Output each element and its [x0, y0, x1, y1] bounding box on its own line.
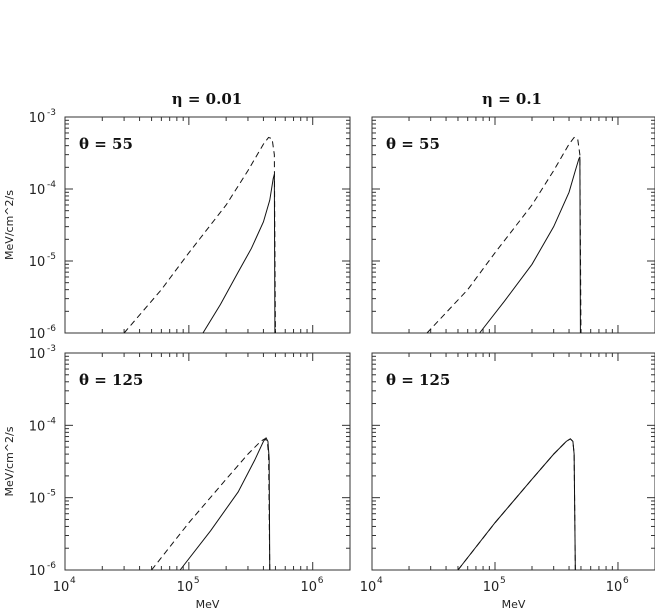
y-tick-exponent: -5: [47, 252, 56, 262]
x-tick-label: 10: [606, 580, 623, 595]
y-axis-label: MeV/cm^2/s: [3, 426, 16, 496]
y-tick-label: 10: [29, 564, 46, 579]
y-tick-exponent: -5: [47, 489, 56, 499]
y-tick-label: 10: [29, 111, 46, 126]
x-tick-exponent: 4: [70, 576, 76, 586]
series-solid-line: [457, 438, 576, 571]
panel-label: θ = 55: [79, 135, 133, 153]
y-tick-exponent: -4: [47, 180, 56, 190]
y-tick-label: 10: [29, 492, 46, 507]
x-tick-exponent: 6: [318, 576, 324, 586]
y-tick-label: 10: [29, 255, 46, 270]
panel-label: θ = 125: [386, 371, 450, 389]
series-solid-line: [179, 436, 271, 571]
series-dashed-line: [123, 136, 276, 334]
x-tick-exponent: 6: [623, 576, 629, 586]
x-tick-label: 10: [483, 580, 500, 595]
panel-label: θ = 125: [79, 371, 143, 389]
series-dashed-line: [426, 136, 582, 334]
x-axis-label: MeV: [196, 598, 220, 611]
panel-bottom-left: 10 -310 -410 -510 -610 4 10 5 10 6MeV/cm^2/sMeVθ …: [3, 344, 351, 611]
plot-frame: [64, 116, 351, 334]
column-title-left: η = 0.01: [172, 90, 242, 108]
x-tick-exponent: 5: [194, 576, 200, 586]
series-dashed-line: [457, 438, 576, 571]
x-tick-label: 10: [177, 580, 194, 595]
x-tick-label: 10: [53, 580, 70, 595]
x-tick-label: 10: [300, 580, 317, 595]
x-tick-label: 10: [360, 580, 377, 595]
x-tick-exponent: 4: [377, 576, 383, 586]
x-tick-exponent: 5: [500, 576, 506, 586]
panel-label: θ = 55: [386, 135, 440, 153]
column-title-right: η = 0.1: [482, 90, 542, 108]
y-tick-exponent: -3: [47, 344, 56, 354]
x-axis-label: MeV: [502, 598, 526, 611]
series-dashed-line: [151, 438, 271, 571]
plot-frame: [371, 352, 655, 571]
panel-top-right: θ = 55: [371, 116, 655, 334]
series-solid-line: [202, 174, 276, 334]
y-tick-label: 10: [29, 347, 46, 362]
y-tick-exponent: -6: [47, 324, 56, 334]
y-tick-label: 10: [29, 183, 46, 198]
y-axis-label: MeV/cm^2/s: [3, 190, 16, 260]
y-tick-exponent: -6: [47, 561, 56, 571]
y-tick-label: 10: [29, 327, 46, 342]
y-tick-exponent: -4: [47, 416, 56, 426]
y-tick-label: 10: [29, 419, 46, 434]
y-tick-exponent: -3: [47, 108, 56, 118]
plot-frame: [64, 352, 351, 571]
plot-frame: [371, 116, 655, 334]
series-solid-line: [479, 156, 581, 334]
